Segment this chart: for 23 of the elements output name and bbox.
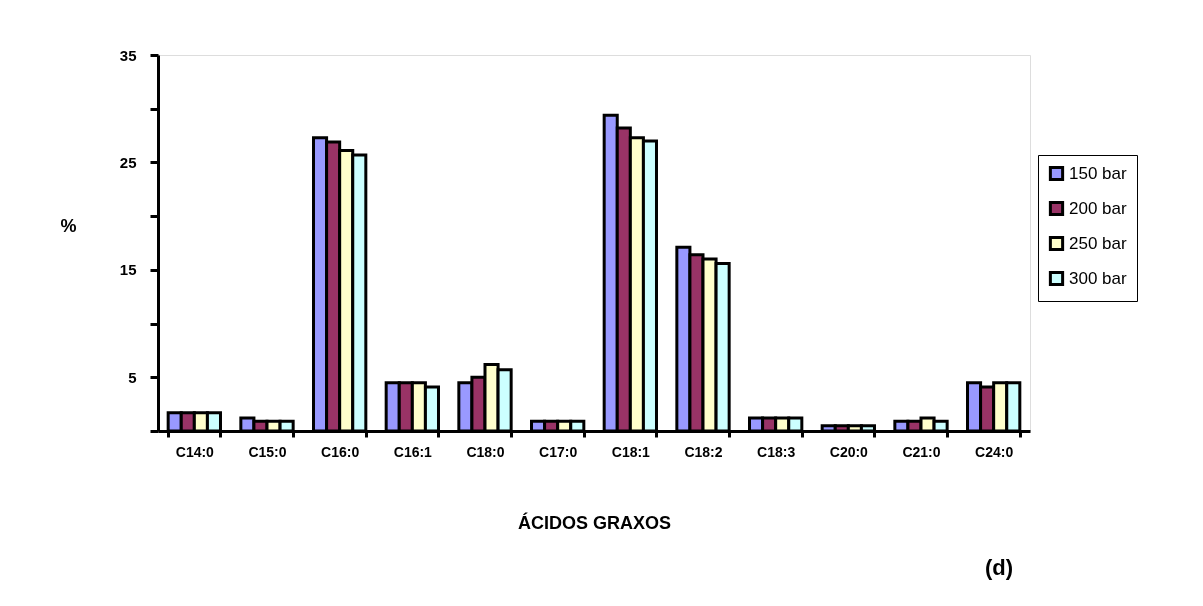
y-tick-label: 25 xyxy=(119,153,137,171)
legend-label: 250 bar xyxy=(1069,233,1127,253)
x-tick-label: C20:0 xyxy=(829,443,869,460)
x-tick-label: C16:0 xyxy=(321,443,360,460)
y-tick-label: 15 xyxy=(119,261,137,279)
legend-label: 150 bar xyxy=(1069,163,1127,183)
y-tick-label: 5 xyxy=(128,368,137,386)
x-tick-label: C16:1 xyxy=(393,443,433,460)
legend-label: 200 bar xyxy=(1069,198,1127,218)
y-tick-label: 35 xyxy=(119,46,137,64)
legend-label: 300 bar xyxy=(1069,268,1127,288)
x-tick-label: C18:2 xyxy=(684,443,723,460)
x-tick-label: C24:0 xyxy=(975,443,1014,460)
x-tick-label: C18:0 xyxy=(466,443,505,460)
x-tick-label: C17:0 xyxy=(539,443,578,460)
x-tick-label: C18:1 xyxy=(611,443,651,460)
x-tick-label: C15:0 xyxy=(248,443,287,460)
y-axis-title: % xyxy=(60,215,77,236)
x-tick-label: C14:0 xyxy=(175,443,215,460)
x-tick-label: C21:0 xyxy=(902,443,941,460)
x-axis-title: ÁCIDOS GRAXOS xyxy=(517,511,672,533)
x-tick-label: C18:3 xyxy=(757,443,796,460)
text: (d) xyxy=(985,555,1014,580)
